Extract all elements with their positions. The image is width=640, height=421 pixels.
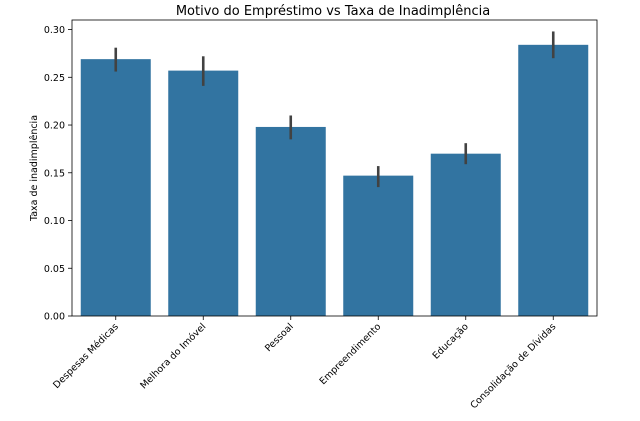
- x-tick-label: Pessoal: [263, 321, 296, 354]
- bar: [343, 175, 414, 316]
- y-tick-label: 0.30: [44, 25, 65, 36]
- y-tick-label: 0.10: [44, 216, 65, 227]
- x-tick-label: Despesas Médicas: [51, 321, 121, 391]
- bar: [430, 153, 501, 316]
- x-tick-label: Educação: [431, 321, 471, 361]
- bar: [168, 70, 239, 317]
- y-axis-label: Taxa de inadimplência: [29, 115, 40, 222]
- x-tick-label: Consolidação de Dívidas: [468, 321, 558, 411]
- y-tick-label: 0.00: [44, 312, 65, 323]
- x-tick-label: Melhora do Imóvel: [138, 321, 208, 391]
- y-tick-label: 0.05: [44, 264, 65, 275]
- x-axis: Despesas Médicas Melhora do Imóvel Pessoal…: [51, 316, 558, 411]
- error-bars-group: [114, 31, 555, 188]
- y-tick-label: 0.25: [44, 73, 65, 84]
- bar: [255, 126, 326, 317]
- y-tick-label: 0.20: [44, 121, 65, 132]
- y-tick-label: 0.15: [44, 168, 65, 179]
- chart-title: Motivo do Empréstimo vs Taxa de Inadimpl…: [176, 4, 490, 19]
- plot-frame: [71, 19, 598, 317]
- y-axis: 0.00 0.05 0.10 0.15 0.20 0.25 0.30: [44, 25, 72, 323]
- bar: [80, 59, 151, 317]
- x-tick-label: Empreendimento: [318, 321, 384, 387]
- bars-group: [80, 44, 589, 317]
- bar: [518, 44, 589, 316]
